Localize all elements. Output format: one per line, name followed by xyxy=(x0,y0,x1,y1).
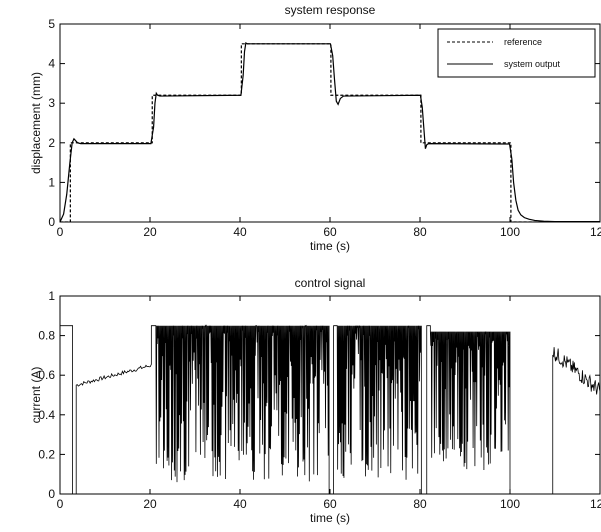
plot2-xtick-label: 80 xyxy=(413,497,427,511)
plot1-xtick-label: 0 xyxy=(57,225,64,239)
plot2-ticks: 0 20 40 60 80 100 120 0 0.2 0.4 0.6 0.8 1 xyxy=(38,289,601,511)
plot1-ytick-label: 1 xyxy=(48,175,55,189)
plot1-series-system-output xyxy=(60,42,600,222)
plot2-ytick-label: 0 xyxy=(48,487,55,501)
plot1-series-group xyxy=(60,42,600,222)
plot1-legend: reference system output xyxy=(437,28,596,78)
plot1-ytick-label: 4 xyxy=(48,57,55,71)
plot2-axes-box xyxy=(59,295,601,495)
plot2-title: control signal xyxy=(295,276,366,290)
plot2-ytick-label: 0.6 xyxy=(38,368,55,382)
plot2-ytick-label: 0.8 xyxy=(38,329,55,343)
plot2-ylabel: current (A) xyxy=(29,367,43,424)
plot-system-response: system response 0 20 40 60 80 100 120 0 1 2 3 4 5 ti… xyxy=(29,3,601,253)
plot1-xtick-label: 60 xyxy=(323,225,337,239)
plot1-ylabel: displacement (mm) xyxy=(29,72,43,174)
legend-reference-label: reference xyxy=(504,37,542,47)
plot1-xtick-label: 100 xyxy=(500,225,520,239)
plot2-ytick-label: 1 xyxy=(48,289,55,303)
plot1-ytick-label: 5 xyxy=(48,17,55,31)
plot2-series-signal xyxy=(60,324,600,494)
plot2-xtick-label: 20 xyxy=(143,497,157,511)
plot1-ticks: 0 20 40 60 80 100 120 0 1 2 3 4 5 xyxy=(48,17,601,239)
plot1-ytick-label: 2 xyxy=(48,136,55,150)
plot2-xtick-label: 60 xyxy=(323,497,337,511)
plot2-xtick-label: 100 xyxy=(500,497,520,511)
plot1-xtick-label: 120 xyxy=(590,225,601,239)
plot1-ytick-label: 3 xyxy=(48,96,55,110)
plot2-xtick-label: 40 xyxy=(233,497,247,511)
plot1-xtick-label: 20 xyxy=(143,225,157,239)
plot2-ytick-label: 0.4 xyxy=(38,408,55,422)
plot2-xlabel: time (s) xyxy=(310,511,350,525)
plot1-xtick-label: 40 xyxy=(233,225,247,239)
plot1-xlabel: time (s) xyxy=(310,239,350,253)
legend-system-output-label: system output xyxy=(504,59,561,69)
plot2-series-group xyxy=(60,324,600,494)
plot1-xtick-label: 80 xyxy=(413,225,427,239)
legend-box xyxy=(437,28,596,78)
plot2-xtick-label: 120 xyxy=(590,497,601,511)
plot2-ytick-label: 0.2 xyxy=(38,447,55,461)
plot1-title: system response xyxy=(285,3,376,17)
plot-control-signal: control signal 0 20 40 60 80 100 120 0 0.2 0.4 0.6… xyxy=(29,276,601,525)
plot2-xtick-label: 0 xyxy=(57,497,64,511)
plot1-ytick-label: 0 xyxy=(48,215,55,229)
